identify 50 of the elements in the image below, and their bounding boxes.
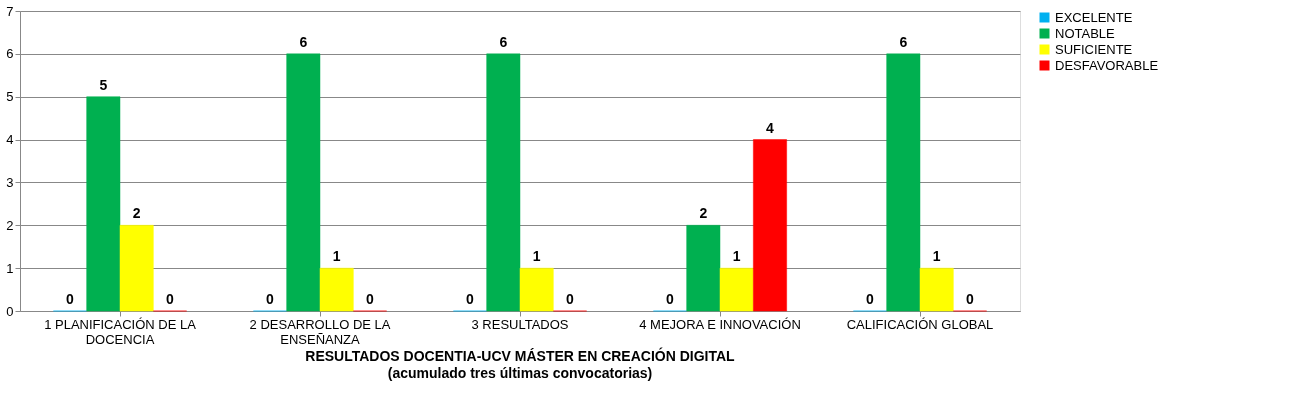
bar: [286, 53, 321, 312]
bar: [319, 267, 354, 312]
bar: [753, 139, 787, 312]
data-label: 0: [466, 291, 475, 307]
data-label: 2: [132, 205, 141, 222]
y-tick-label: 1: [6, 260, 14, 276]
data-label: 5: [99, 76, 108, 93]
legend-label: SUFICIENTE: [1055, 41, 1133, 57]
y-tick-label: 2: [6, 217, 14, 233]
bar: [119, 225, 154, 312]
data-label: 2: [699, 205, 708, 222]
data-label: 1: [532, 248, 541, 265]
data-label: 0: [166, 291, 175, 307]
bar: [519, 267, 554, 312]
y-tick-label: 0: [6, 303, 14, 319]
y-tick-label: 3: [6, 174, 14, 190]
data-label: 1: [332, 248, 341, 265]
data-label: 0: [566, 291, 575, 307]
data-label: 6: [299, 33, 308, 50]
x-tick-label: CALIFICACIÓN GLOBAL: [846, 316, 994, 332]
data-label: 6: [499, 33, 508, 50]
legend-label: NOTABLE: [1055, 25, 1116, 41]
data-label: 0: [366, 291, 375, 307]
x-tick-label: 2 DESARROLLO DE LA ENSEÑANZA: [249, 316, 391, 347]
text: RESULTADOS DOCENTIA-UCV MÁSTER EN CREACIÓN DIGITAL: [305, 347, 736, 364]
y-tick-label: 5: [6, 89, 14, 105]
bar: [486, 53, 521, 312]
data-label: 1: [732, 248, 741, 265]
bar: [719, 267, 754, 312]
x-tick-label: 4 MEJORA E INNOVACIÓN: [639, 316, 801, 332]
data-label: 0: [966, 291, 975, 307]
data-label: 1: [932, 248, 941, 265]
x-tick-label: 3 RESULTADOS: [471, 316, 569, 332]
bar: [919, 267, 954, 312]
y-tick-label: 7: [6, 3, 14, 19]
bar: [86, 96, 121, 312]
data-label: 0: [266, 291, 275, 307]
x-tick-label: 1 PLANIFICACIÓN DE LA DOCENCIA: [44, 316, 197, 347]
legend-label: EXCELENTE: [1055, 9, 1133, 25]
data-label: 6: [899, 33, 908, 50]
y-tick-label: 6: [6, 46, 14, 62]
data-label: 0: [66, 291, 75, 307]
data-label: 4: [766, 119, 775, 136]
bar: [886, 53, 921, 312]
bar: [686, 225, 721, 312]
data-label: 0: [866, 291, 875, 307]
text: (acumulado tres últimas convocatorias): [387, 365, 653, 381]
data-label: 0: [666, 291, 675, 307]
legend-label: DESFAVORABLE: [1055, 57, 1159, 73]
y-tick-label: 4: [6, 132, 14, 148]
